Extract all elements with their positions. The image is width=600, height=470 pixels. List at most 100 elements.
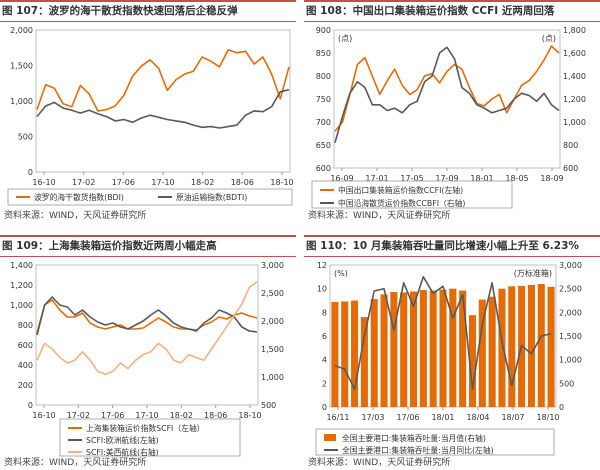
- x-tick-label: 18-06: [204, 411, 227, 420]
- y-tick-label-right: 500: [261, 401, 276, 410]
- plot-frame: [35, 264, 259, 406]
- bar: [409, 291, 418, 407]
- y-tick-label-right: 2,500: [559, 285, 582, 294]
- panel-ccfi: 图 108：中国出口集装箱运价指数 CCFI 近两周回落 600 650 700 75…: [304, 0, 600, 223]
- bar: [488, 296, 496, 407]
- y-unit-label-right: (万标准箱): [514, 268, 552, 278]
- series-line: [36, 281, 258, 375]
- x-tick-label: 17-02: [67, 411, 90, 420]
- y-tick-label-right: 1,400: [563, 72, 586, 81]
- y-tick-label: 650: [316, 141, 331, 150]
- x-tick-label: 16-09: [330, 174, 353, 183]
- y-tick-label: 0: [322, 403, 327, 412]
- y-tick-label-right: 500: [559, 379, 574, 388]
- chart-title: 图 107：波罗的海干散货指数快速回落后企稳反弹: [0, 0, 296, 22]
- bar: [390, 291, 398, 407]
- y-unit-label: (%): [334, 269, 348, 278]
- y-tick-label-right: 1,800: [563, 26, 586, 35]
- y-tick-label: 0: [28, 401, 33, 410]
- x-tick-label: 18-05: [505, 174, 528, 183]
- series-line: [36, 299, 258, 334]
- bar: [468, 315, 477, 407]
- bar: [360, 317, 368, 407]
- y-unit-label-right: (点): [542, 34, 556, 43]
- x-tick-label: 18/01: [431, 413, 454, 422]
- x-tick-label: 16-10: [32, 178, 55, 187]
- y-tick-label-right: 1,200: [563, 95, 586, 104]
- legend-box: [7, 188, 293, 206]
- y-tick-label-right: 1,500: [559, 332, 582, 341]
- y-tick-label: 800: [18, 321, 33, 330]
- bar: [351, 300, 359, 407]
- y-tick-label: 500: [18, 133, 33, 142]
- x-tick-label: 18/10: [536, 413, 559, 422]
- x-tick-label: 18/07: [501, 413, 524, 422]
- bar: [419, 290, 427, 407]
- bar: [547, 286, 555, 407]
- y-tick-label: 4: [322, 356, 327, 365]
- y-tick-label: 8: [322, 308, 327, 317]
- x-tick-label: 18-02: [170, 411, 193, 420]
- chart-title: 图 110：10 月集装箱吞吐量同比增速小幅上升至 6.23%: [304, 235, 600, 257]
- legend-label: 原油运输指数(BDTI): [176, 192, 247, 202]
- series-line: [334, 45, 560, 132]
- x-tick-label: 17-02: [72, 178, 95, 187]
- y-tick-label: 2: [322, 379, 327, 388]
- y-tick-label-right: 3,000: [559, 261, 582, 270]
- panel-container-throughput: 图 110：10 月集装箱吞吐量同比增速小幅上升至 6.23% 0 2 4 6 8 10 1…: [304, 235, 600, 470]
- y-tick-label: 400: [18, 361, 33, 370]
- legend-swatch: [324, 434, 336, 441]
- bar: [439, 289, 447, 407]
- y-tick-label: 900: [316, 26, 331, 35]
- y-tick-label: 200: [18, 381, 33, 390]
- x-tick-label: 17-09: [435, 174, 458, 183]
- x-tick-label: 17/03: [361, 413, 384, 422]
- bar: [537, 283, 545, 407]
- y-tick-label: 12: [317, 261, 327, 270]
- y-tick-label: 1,000: [10, 301, 33, 310]
- bar: [508, 286, 516, 407]
- x-tick-label: 18-10: [238, 411, 261, 420]
- bar: [449, 288, 457, 407]
- bar: [459, 290, 467, 407]
- y-tick-label-right: 2,000: [261, 317, 284, 326]
- bar: [331, 301, 339, 407]
- chart-title: 图 108：中国出口集装箱运价指数 CCFI 近两周回落: [304, 0, 600, 22]
- legend-label: SCFI:欧洲航线(左轴): [86, 435, 159, 445]
- y-tick-label-right: 0: [559, 403, 564, 412]
- bar: [400, 292, 408, 407]
- x-tick-label: 16-10: [32, 411, 55, 420]
- scfi-chart: 0 200 400 600 800 1,000 1,200 1,400 500 1,000 1,50…: [10, 261, 284, 457]
- y-tick-label-right: 2,000: [559, 308, 582, 317]
- bar: [429, 290, 437, 407]
- legend-label: 全国主要港口:集装箱吞吐量:当月同比(左轴): [342, 445, 494, 455]
- y-tick-label: 600: [316, 164, 331, 173]
- ccfi-chart: 600 650 700 750 800 850 900 600 800 1,000 1,200 1,4…: [311, 26, 586, 209]
- y-tick-label: 2,000: [10, 26, 33, 35]
- y-tick-label: 1,400: [10, 261, 33, 270]
- x-tick-label: 17-10: [135, 411, 158, 420]
- source-note: 资料来源：WIND，天风证券研究所: [4, 458, 147, 468]
- y-tick-label: 850: [316, 49, 331, 58]
- legend-label: 中国沿海散货运价指数CCBFI（右轴): [338, 198, 465, 208]
- y-tick-label-right: 600: [563, 164, 578, 173]
- y-tick-label: 750: [316, 95, 331, 104]
- y-tick-label: 1,200: [10, 281, 33, 290]
- series-line: [334, 275, 552, 391]
- legend-label: SCFI:美西航线(右轴): [86, 447, 159, 457]
- x-tick-label: 17/06: [396, 413, 419, 422]
- bar: [341, 301, 349, 407]
- legend-box: [311, 180, 513, 209]
- y-tick-label-right: 1,000: [261, 373, 284, 382]
- x-tick-label: 16/11: [326, 413, 349, 422]
- bdi-chart: 0 500 1,000 1,500 2,000 16-10 17-02 17-06 17-10 1…: [7, 26, 294, 206]
- y-tick-label: 10: [317, 285, 327, 294]
- legend-box: [59, 418, 241, 457]
- legend-label: 全国主要港口:集装箱吞吐量:当月值(右轴): [342, 433, 486, 443]
- x-tick-label: 18-02: [191, 178, 214, 187]
- y-tick-label: 0: [28, 168, 33, 177]
- y-tick-label-right: 800: [563, 141, 578, 150]
- x-tick-label: 18-06: [231, 178, 254, 187]
- x-tick-label: 18-01: [470, 174, 493, 183]
- y-tick-label-right: 1,500: [261, 345, 284, 354]
